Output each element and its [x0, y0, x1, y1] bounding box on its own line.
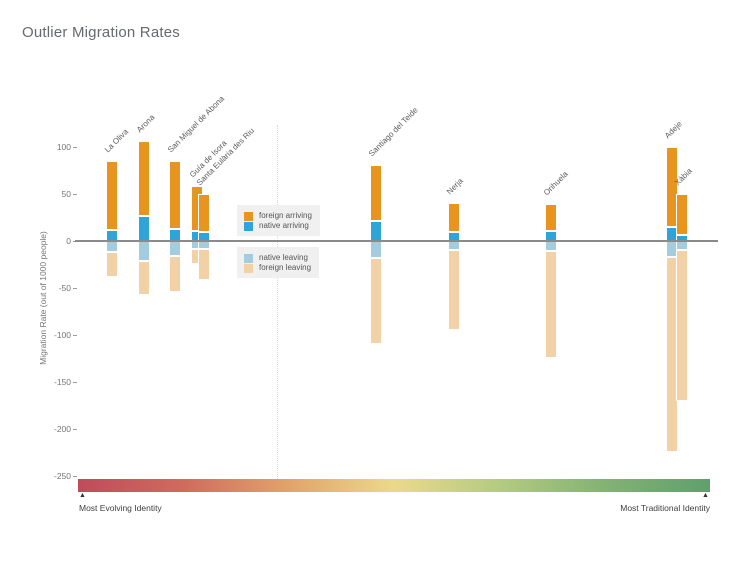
native-arriving-swatch — [244, 221, 253, 231]
y-tick-label: -150 — [53, 377, 71, 387]
bar-segment-foreign-arriving — [169, 161, 181, 229]
bar-segment-native-leaving — [676, 241, 688, 251]
y-tick-label: -250 — [53, 471, 71, 481]
bar-segment-foreign-leaving — [138, 260, 150, 295]
bar-segment-foreign-arriving — [198, 194, 210, 232]
y-tick-label: -100 — [53, 330, 71, 340]
legend-label-foreign-arriving: foreign arriving — [259, 211, 312, 220]
bar-label: Adeje — [662, 119, 684, 141]
foreign-leaving-swatch — [244, 263, 253, 273]
page-title: Outlier Migration Rates — [22, 24, 180, 41]
identity-scale-right-label: Most Traditional Identity — [620, 503, 710, 513]
y-tick-label: 50 — [61, 189, 71, 199]
bar-segment-native-leaving — [448, 241, 460, 251]
y-tick-label: 100 — [56, 142, 71, 152]
legend-leaving: native leaving foreign leaving — [237, 247, 320, 278]
right-marker-arrow-icon: ▲ — [702, 492, 709, 499]
bar-segment-foreign-arriving — [545, 204, 557, 231]
bar-segment-foreign-leaving — [370, 257, 382, 345]
bar-segment-foreign-arriving — [448, 203, 460, 232]
bar-segment-foreign-arriving — [138, 141, 150, 216]
y-tick-label: -200 — [53, 424, 71, 434]
identity-divider-guide-line — [277, 125, 278, 479]
bar-segment-native-leaving — [545, 241, 557, 252]
y-tick-mark — [73, 194, 77, 195]
legend-row-foreign-arriving: foreign arriving — [244, 211, 312, 221]
bar-segment-foreign-arriving — [676, 194, 688, 236]
legend-label-native-arriving: native arriving — [259, 221, 309, 230]
bar-label: Nerja — [445, 176, 466, 197]
bar-segment-foreign-leaving — [545, 251, 557, 359]
y-tick-mark — [73, 382, 77, 383]
legend-row-native-arriving: native arriving — [244, 221, 312, 231]
zero-baseline — [75, 240, 718, 242]
y-tick-mark — [73, 429, 77, 430]
legend-label-foreign-leaving: foreign leaving — [259, 263, 312, 272]
left-marker-arrow-icon: ▲ — [79, 492, 86, 499]
foreign-arriving-swatch — [244, 211, 253, 221]
identity-gradient-bar — [78, 479, 710, 492]
legend-row-foreign-leaving: foreign leaving — [244, 263, 311, 273]
bar-segment-native-arriving — [138, 215, 150, 241]
bar-segment-foreign-leaving — [676, 250, 688, 401]
y-axis-title: Migration Rate (out of 1000 people) — [38, 231, 48, 365]
y-tick-mark — [73, 288, 77, 289]
bar-segment-native-leaving — [138, 241, 150, 261]
y-tick-mark — [73, 476, 77, 477]
bar-segment-native-leaving — [106, 241, 118, 253]
y-tick-label: -50 — [58, 283, 71, 293]
y-tick-mark — [73, 147, 77, 148]
bar-segment-foreign-leaving — [169, 256, 181, 292]
bar-segment-foreign-leaving — [106, 252, 118, 277]
bar-segment-native-leaving — [198, 241, 210, 250]
bar-segment-foreign-leaving — [198, 249, 210, 280]
legend-row-native-leaving: native leaving — [244, 253, 311, 263]
bar-segment-native-arriving — [370, 221, 382, 241]
legend-label-native-leaving: native leaving — [259, 253, 308, 262]
native-leaving-swatch — [244, 253, 253, 263]
bar-label: Arona — [134, 113, 157, 135]
legend-arriving: foreign arriving native arriving — [237, 205, 320, 236]
bar-label: Orihuela — [541, 169, 570, 198]
bar-segment-foreign-arriving — [106, 161, 118, 230]
identity-scale-left-label: Most Evolving Identity — [79, 503, 162, 513]
bar-segment-foreign-arriving — [666, 147, 678, 227]
y-tick-mark — [73, 335, 77, 336]
y-tick-label: 0 — [66, 236, 71, 246]
bar-segment-native-leaving — [169, 241, 181, 257]
bar-segment-native-leaving — [370, 241, 382, 258]
bar-segment-foreign-arriving — [370, 164, 382, 222]
bar-segment-foreign-leaving — [448, 250, 460, 331]
bar-label: La Oliva — [102, 127, 130, 155]
bar-label: Santiago del Teide — [367, 105, 420, 159]
